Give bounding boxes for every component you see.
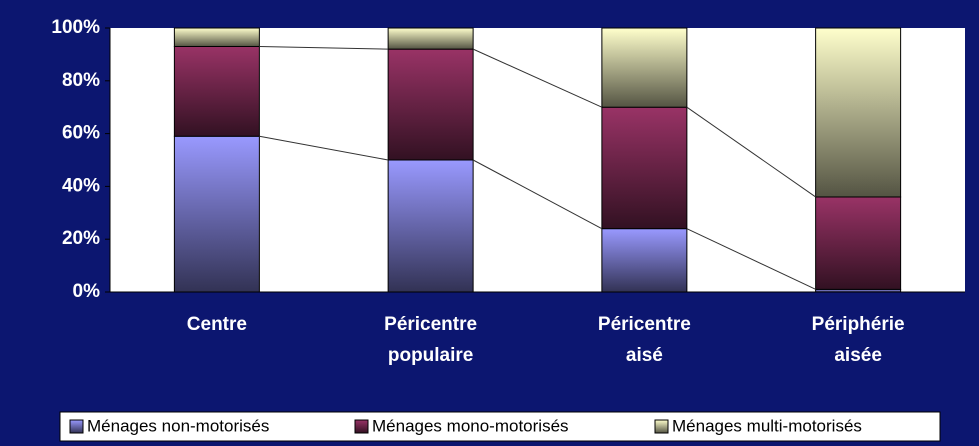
x-tick-label: Péricentre aisé xyxy=(598,314,691,366)
bar-segment xyxy=(173,27,260,47)
y-tick-label: 40% xyxy=(62,175,100,196)
bar-segment xyxy=(387,159,474,293)
legend-swatch xyxy=(654,419,669,434)
bar-segment xyxy=(815,196,902,290)
x-tick-label: Périphérie aisée xyxy=(812,314,905,366)
x-tick-label: Centre xyxy=(187,314,247,335)
bar-segment xyxy=(387,27,474,50)
legend-label: Ménages multi-motorisés xyxy=(672,416,862,435)
bar-segment xyxy=(815,27,902,198)
bar-segment xyxy=(387,48,474,161)
series-line xyxy=(472,159,603,230)
legend-swatch xyxy=(69,419,84,434)
x-tick-label: Péricentre populaire xyxy=(384,314,477,366)
series-line xyxy=(686,228,816,290)
legend xyxy=(59,411,941,442)
y-tick-label: 20% xyxy=(62,228,100,249)
series-line xyxy=(472,48,603,108)
legend-label: Ménages mono-motorisés xyxy=(372,416,569,435)
bar-segment xyxy=(601,228,688,293)
bar-segment xyxy=(601,106,688,230)
y-tick-label: 0% xyxy=(73,281,101,302)
bar-segment xyxy=(601,27,688,108)
bar-segment xyxy=(173,45,260,137)
series-line xyxy=(686,106,816,198)
y-tick-label: 100% xyxy=(51,17,100,38)
y-tick-label: 60% xyxy=(62,123,100,144)
legend-label: Ménages non-motorisés xyxy=(87,416,269,435)
series-line xyxy=(259,45,389,50)
legend-swatch xyxy=(354,419,369,434)
bar-segment xyxy=(173,135,260,293)
series-line xyxy=(259,135,389,161)
y-tick-label: 80% xyxy=(62,70,100,91)
